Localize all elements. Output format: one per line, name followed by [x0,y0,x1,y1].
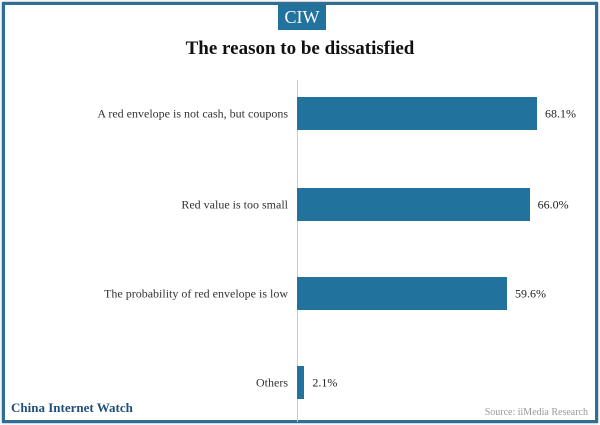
bar [297,277,508,310]
category-label: Others [256,375,288,390]
bar [297,188,530,221]
category-label: A red envelope is not cash, but coupons [97,106,288,121]
value-label: 68.1% [545,106,576,121]
ciw-logo-badge: CIW [278,5,326,30]
y-axis-line [297,80,298,422]
bar [297,97,537,130]
value-label: 59.6% [515,286,547,301]
value-label: 66.0% [537,197,569,212]
brand-label: China Internet Watch [11,400,133,415]
category-label: The probability of red envelope is low [104,286,288,301]
chart-title: The reason to be dissatisfied [185,38,415,59]
bar [297,366,305,399]
value-label: 2.1% [312,375,338,390]
category-label: Red value is too small [181,197,288,212]
source-note: Source: iiMedia Research [484,407,588,418]
